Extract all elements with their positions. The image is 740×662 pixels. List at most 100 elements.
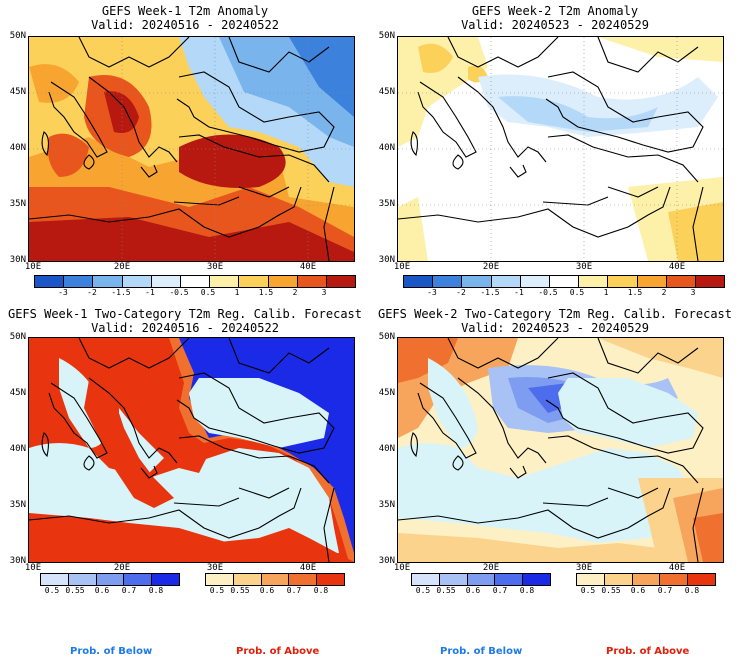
colorbar-label: 0.7 xyxy=(286,586,302,595)
colorbar-cell xyxy=(577,574,605,585)
panel-valid-dates: Valid: 20240516 - 20240522 xyxy=(91,321,279,335)
colorbar-cell xyxy=(96,574,125,585)
prob-below-label: Prob. of Below xyxy=(70,646,153,657)
above-colorbar xyxy=(205,573,345,586)
prob-above-label: Prob. of Above xyxy=(606,646,690,657)
lat-label-35n: 35N xyxy=(378,500,395,510)
anomaly-colorbar xyxy=(403,275,725,288)
panel-title: GEFS Week-2 Two-Category T2m Reg. Calib.… xyxy=(377,307,732,321)
lat-label-50n: 50N xyxy=(9,31,26,41)
lat-label-35n: 35N xyxy=(9,199,26,209)
colorbar-label: 0.7 xyxy=(121,586,137,595)
lat-label-45n: 45N xyxy=(378,388,395,398)
lon-label-30e: 30E xyxy=(206,563,224,573)
colorbar-label: -2 xyxy=(87,288,97,297)
below-colorbar xyxy=(411,573,551,586)
panel-title: GEFS Week-1 T2m Anomaly xyxy=(101,4,269,18)
lat-label-35n: 35N xyxy=(378,199,395,209)
lon-label-20e: 20E xyxy=(113,262,131,272)
prob-below-label: Prob. of Below xyxy=(440,646,523,657)
map-week1-probability xyxy=(28,337,355,563)
lat-label-45n: 45N xyxy=(9,388,26,398)
lat-label-45n: 45N xyxy=(9,87,26,97)
coastlines xyxy=(398,37,723,261)
colorbar-cell xyxy=(637,276,667,287)
colorbar-cell xyxy=(462,276,492,287)
panel-title: GEFS Week-1 Two-Category T2m Reg. Calib.… xyxy=(7,307,362,321)
colorbar-cell xyxy=(520,276,550,287)
lon-label-10e: 10E xyxy=(24,262,42,272)
colorbar-cell xyxy=(632,574,661,585)
colorbar-label: -1.5 xyxy=(480,288,500,297)
colorbar-label: 1.5 xyxy=(258,288,274,297)
colorbar-cell xyxy=(64,276,94,287)
colorbar-label: 0.5 xyxy=(580,586,596,595)
colorbar-cell xyxy=(317,574,344,585)
lat-label-50n: 50N xyxy=(378,332,395,342)
coastlines xyxy=(29,37,354,261)
colorbar-cell xyxy=(152,574,179,585)
colorbar-cell xyxy=(233,574,262,585)
colorbar-label: 0.6 xyxy=(630,586,646,595)
colorbar-label: 0.55 xyxy=(601,586,621,595)
lat-label-50n: 50N xyxy=(378,31,395,41)
probability-field xyxy=(398,338,723,562)
lon-label-10e: 10E xyxy=(393,563,411,573)
colorbar-label: 0.7 xyxy=(657,586,673,595)
colorbar-label: 1 xyxy=(603,288,609,297)
above-colorbar xyxy=(576,573,716,586)
lat-label-40n: 40N xyxy=(9,444,26,454)
colorbar-label: 0.5 xyxy=(415,586,431,595)
colorbar-cell xyxy=(297,276,327,287)
panel-week2-probability: GEFS Week-2 Two-Category T2m Reg. Calib.… xyxy=(370,300,740,662)
colorbar-cell xyxy=(660,574,689,585)
lat-label-40n: 40N xyxy=(9,143,26,153)
colorbar-cell xyxy=(491,276,521,287)
colorbar-label: 0.55 xyxy=(436,586,456,595)
map-week2-anomaly xyxy=(397,36,724,262)
lat-label-30n: 30N xyxy=(9,556,26,566)
colorbar-label: -2 xyxy=(456,288,466,297)
colorbar-cell xyxy=(289,574,318,585)
colorbar-label: 0.5 xyxy=(569,288,585,297)
colorbar-cell xyxy=(239,276,269,287)
panel-valid-dates: Valid: 20240523 - 20240529 xyxy=(461,321,649,335)
lon-label-20e: 20E xyxy=(113,563,131,573)
colorbar-label: 0.55 xyxy=(65,586,85,595)
colorbar-cell xyxy=(93,276,123,287)
panel-week1-probability: GEFS Week-1 Two-Category T2m Reg. Calib.… xyxy=(0,300,370,662)
colorbar-label: 0.7 xyxy=(492,586,508,595)
colorbar-cell xyxy=(688,574,715,585)
panel-valid-dates: Valid: 20240523 - 20240529 xyxy=(461,18,649,32)
colorbar-label: -1 xyxy=(514,288,524,297)
lon-label-40e: 40E xyxy=(668,563,686,573)
colorbar-label: 2 xyxy=(661,288,667,297)
colorbar-cell xyxy=(666,276,696,287)
lat-label-40n: 40N xyxy=(378,143,395,153)
lon-label-40e: 40E xyxy=(299,563,317,573)
colorbar-cell xyxy=(467,574,496,585)
map-week1-anomaly xyxy=(28,36,355,262)
colorbar-cell xyxy=(261,574,290,585)
colorbar-cell xyxy=(35,276,65,287)
panel-title: GEFS Week-2 T2m Anomaly xyxy=(471,4,639,18)
colorbar-label: 3 xyxy=(321,288,327,297)
colorbar-label: 0.8 xyxy=(519,586,535,595)
colorbar-label: -1.5 xyxy=(111,288,131,297)
lat-label-45n: 45N xyxy=(378,87,395,97)
colorbar-cell xyxy=(549,276,580,287)
colorbar-cell xyxy=(579,276,609,287)
colorbar-cell xyxy=(151,276,181,287)
anomaly-colorbar xyxy=(34,275,356,288)
lon-label-20e: 20E xyxy=(482,563,500,573)
lon-label-20e: 20E xyxy=(482,262,500,272)
colorbar-cell xyxy=(404,276,434,287)
below-colorbar xyxy=(40,573,180,586)
colorbar-cell xyxy=(122,276,152,287)
colorbar-label: 2 xyxy=(292,288,298,297)
colorbar-label: 0.5 xyxy=(200,288,216,297)
lat-label-30n: 30N xyxy=(9,255,26,265)
panel-week1-anomaly: GEFS Week-1 T2m Anomaly Valid: 20240516 … xyxy=(0,0,370,300)
colorbar-label: 0.6 xyxy=(465,586,481,595)
colorbar-cell xyxy=(604,574,633,585)
